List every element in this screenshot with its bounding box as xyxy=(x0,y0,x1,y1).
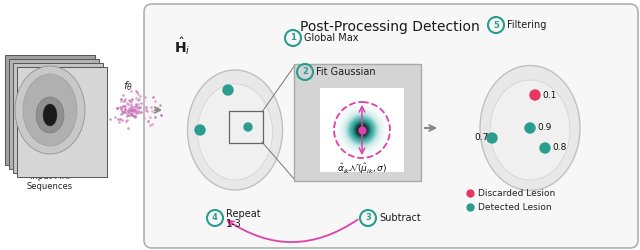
Text: Filtering: Filtering xyxy=(507,20,547,30)
Text: Fit Gaussian: Fit Gaussian xyxy=(316,67,376,77)
Text: 2: 2 xyxy=(302,68,308,76)
Circle shape xyxy=(540,143,550,153)
Ellipse shape xyxy=(23,74,77,146)
Circle shape xyxy=(525,123,535,133)
Text: 1: 1 xyxy=(290,34,296,42)
Text: 0.9: 0.9 xyxy=(537,124,552,132)
Circle shape xyxy=(195,125,205,135)
FancyBboxPatch shape xyxy=(9,59,99,169)
Ellipse shape xyxy=(188,70,282,190)
Circle shape xyxy=(244,123,252,131)
FancyBboxPatch shape xyxy=(17,67,107,177)
Ellipse shape xyxy=(490,80,570,180)
Text: 3: 3 xyxy=(365,214,371,222)
FancyBboxPatch shape xyxy=(5,55,95,165)
Text: Subtract: Subtract xyxy=(379,213,420,223)
Text: Post-Processing Detection: Post-Processing Detection xyxy=(300,20,480,34)
Text: $\hat{\alpha}_{ik}\mathcal{N}(\hat{\mu}_{ik},\sigma)$: $\hat{\alpha}_{ik}\mathcal{N}(\hat{\mu}_… xyxy=(337,161,387,176)
Text: Global Max: Global Max xyxy=(304,33,358,43)
FancyBboxPatch shape xyxy=(13,63,103,173)
Ellipse shape xyxy=(43,104,57,126)
Circle shape xyxy=(223,85,233,95)
Circle shape xyxy=(530,90,540,100)
FancyArrowPatch shape xyxy=(228,220,358,242)
Text: Repeat: Repeat xyxy=(226,209,260,219)
Ellipse shape xyxy=(198,84,273,180)
Text: Input MRI
Sequences: Input MRI Sequences xyxy=(27,172,73,192)
Text: $f_\theta$: $f_\theta$ xyxy=(123,79,133,93)
Ellipse shape xyxy=(15,66,85,154)
Text: 5: 5 xyxy=(493,20,499,30)
Ellipse shape xyxy=(480,66,580,190)
Text: 4: 4 xyxy=(212,214,218,222)
Text: Detected Lesion: Detected Lesion xyxy=(478,202,552,211)
Text: Discarded Lesion: Discarded Lesion xyxy=(478,188,556,198)
FancyBboxPatch shape xyxy=(144,4,638,248)
Text: 0.7: 0.7 xyxy=(474,134,488,142)
Circle shape xyxy=(487,133,497,143)
Ellipse shape xyxy=(36,97,64,133)
FancyBboxPatch shape xyxy=(294,64,421,181)
Text: 1-3: 1-3 xyxy=(226,219,242,229)
Text: 0.1: 0.1 xyxy=(542,90,556,100)
Text: 0.8: 0.8 xyxy=(552,144,566,152)
Text: $\hat{\mathbf{H}}_i$: $\hat{\mathbf{H}}_i$ xyxy=(174,35,191,57)
